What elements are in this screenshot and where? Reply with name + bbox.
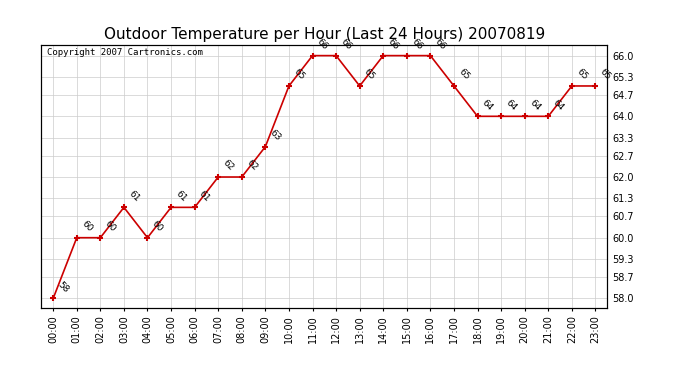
Text: 60: 60: [150, 219, 165, 234]
Text: 64: 64: [527, 98, 542, 112]
Text: 60: 60: [79, 219, 94, 234]
Text: 62: 62: [244, 158, 259, 173]
Text: 66: 66: [339, 37, 353, 51]
Text: 66: 66: [386, 37, 400, 51]
Text: Copyright 2007 Cartronics.com: Copyright 2007 Cartronics.com: [47, 48, 203, 57]
Text: 63: 63: [268, 128, 283, 142]
Text: 66: 66: [315, 37, 330, 51]
Text: 65: 65: [575, 67, 589, 82]
Title: Outdoor Temperature per Hour (Last 24 Hours) 20070819: Outdoor Temperature per Hour (Last 24 Ho…: [104, 27, 545, 42]
Text: 60: 60: [103, 219, 117, 234]
Text: 66: 66: [433, 37, 448, 51]
Text: 58: 58: [56, 280, 70, 294]
Text: 64: 64: [480, 98, 495, 112]
Text: 61: 61: [174, 189, 188, 203]
Text: 64: 64: [504, 98, 518, 112]
Text: 64: 64: [551, 98, 565, 112]
Text: 62: 62: [221, 158, 235, 173]
Text: 61: 61: [127, 189, 141, 203]
Text: 66: 66: [410, 37, 424, 51]
Text: 65: 65: [362, 67, 377, 82]
Text: 65: 65: [598, 67, 613, 82]
Text: 65: 65: [457, 67, 471, 82]
Text: 65: 65: [292, 67, 306, 82]
Text: 61: 61: [197, 189, 212, 203]
